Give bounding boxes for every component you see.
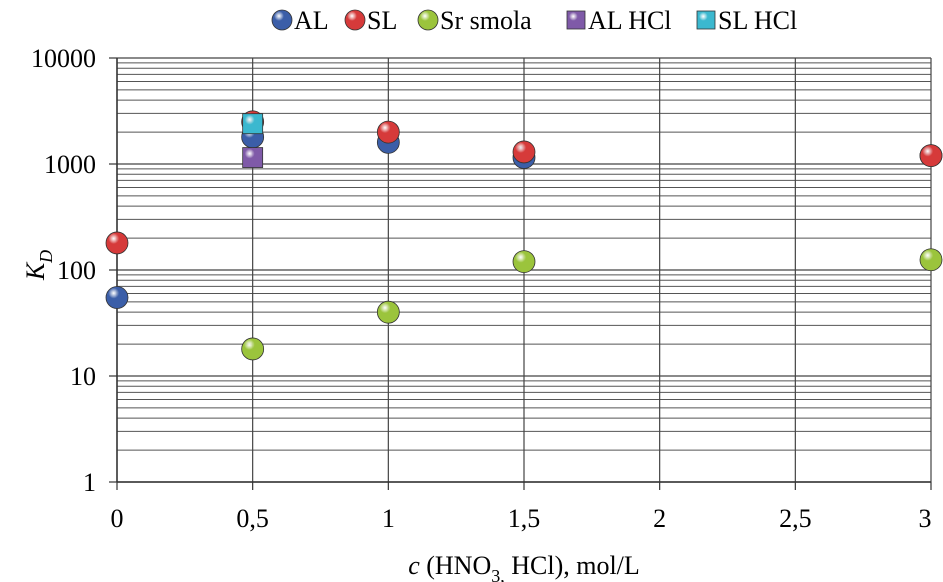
legend-label: Sr smola	[440, 6, 532, 35]
x-tick-labels: 0 0,5 1 1,5 2 2,5 3	[111, 504, 932, 533]
legend-marker	[344, 9, 366, 31]
legend-marker	[271, 9, 293, 31]
data-point	[105, 286, 129, 309]
x-tick-label: 2,5	[779, 504, 812, 533]
y-axis-title: KD	[21, 250, 56, 281]
x-tick-label: 1	[382, 504, 395, 533]
legend-marker	[566, 10, 586, 30]
data-point	[105, 231, 129, 255]
legend-marker	[696, 10, 716, 30]
data-points	[105, 110, 943, 361]
data-point	[242, 113, 264, 135]
x-tick-label: 3	[919, 504, 932, 533]
x-tick-label: 0,5	[236, 504, 269, 533]
x-tick-label: 2	[653, 504, 666, 533]
x-tick-label: 1,5	[508, 504, 541, 533]
legend-label: AL HCl	[588, 6, 672, 35]
axes	[109, 57, 932, 490]
data-point	[919, 248, 943, 272]
legend-label: SL	[367, 6, 397, 35]
y-tick-label: 1	[83, 468, 96, 497]
data-point	[512, 140, 536, 164]
legend: AL SL Sr smola AL HCl SL HCl	[271, 6, 797, 35]
data-point	[512, 250, 536, 274]
y-tick-labels: 1 10 100 1000 10000	[31, 44, 96, 497]
y-tick-label: 100	[57, 256, 96, 285]
data-point	[376, 300, 400, 324]
y-tick-label: 10000	[31, 44, 96, 73]
y-tick-label: 10	[70, 362, 96, 391]
data-point	[241, 337, 265, 361]
x-axis-title: c (HNO3, HCl), mol/L	[408, 551, 640, 582]
legend-label: SL HCl	[718, 6, 797, 35]
y-tick-label: 1000	[44, 150, 96, 179]
legend-label: AL	[294, 6, 329, 35]
data-point	[919, 144, 943, 168]
legend-marker	[417, 9, 439, 31]
data-point	[242, 147, 264, 168]
data-point	[376, 120, 400, 144]
x-tick-label: 0	[111, 504, 124, 533]
